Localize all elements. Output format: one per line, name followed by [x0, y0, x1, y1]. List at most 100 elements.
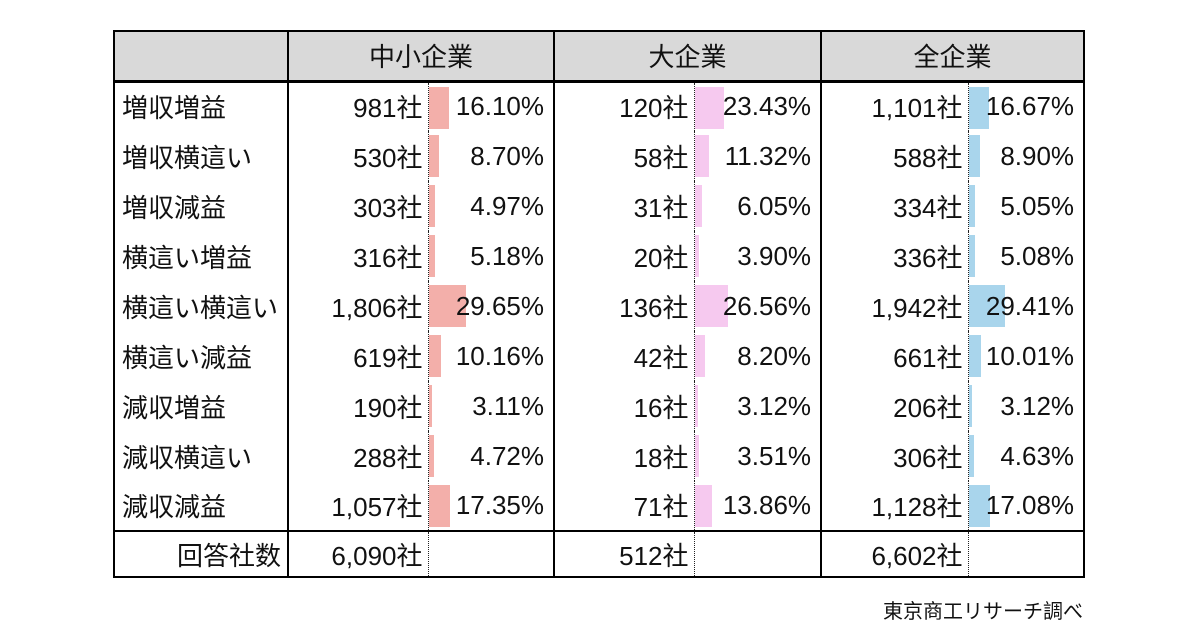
row-label: 減収横這い: [122, 442, 253, 473]
percent-cell: 4.97%: [428, 181, 554, 231]
table-row: 減収増益 190社 3.11% 16社 3.12% 206社 3.12%: [114, 381, 1084, 431]
percent-value: 3.90%: [737, 240, 812, 271]
percent-cell: 16.67%: [968, 81, 1084, 131]
percent-value: 5.05%: [1000, 190, 1075, 221]
row-label: 横這い横這い: [122, 292, 279, 323]
percent-value: 5.18%: [470, 240, 545, 271]
count-cell: 336社: [820, 231, 969, 281]
percent-bar: [428, 185, 435, 227]
percent-cell: 5.18%: [428, 231, 554, 281]
results-table-area: 中小企業 大企業 全企業 増収増益 981社 16.10% 120社 23.43% 1,1…: [113, 30, 1086, 624]
row-label: 減収減益: [122, 492, 227, 522]
count-cell: 303社: [287, 181, 429, 231]
percent-value: 10.16%: [455, 340, 545, 371]
percent-cell: 29.65%: [428, 281, 554, 331]
count-cell: 58社: [553, 131, 695, 181]
count-cell: 18社: [553, 431, 695, 481]
percent-value: 17.35%: [455, 490, 545, 520]
percent-bar: [968, 185, 975, 227]
percent-bar: [968, 86, 990, 129]
table-row: 増収増益 981社 16.10% 120社 23.43% 1,101社 16.67%: [114, 81, 1084, 131]
table-row: 減収横這い 288社 4.72% 18社 3.51% 306社 4.63%: [114, 431, 1084, 481]
percent-bar: [694, 185, 703, 227]
percent-bar: [428, 285, 466, 327]
percent-bar: [968, 435, 975, 477]
total-pct-large-empty: [694, 530, 822, 577]
row-label: 増収横這い: [122, 142, 253, 173]
total-count-all: 6,602社: [820, 530, 969, 577]
table-row: 横這い横這い 1,806社 29.65% 136社 26.56% 1,942社 29.41%: [114, 281, 1084, 331]
percent-value: 3.12%: [737, 390, 812, 421]
table-body: 増収増益 981社 16.10% 120社 23.43% 1,101社 16.67% 増収横這…: [114, 81, 1084, 531]
count-cell: 288社: [287, 431, 429, 481]
table-row: 横這い減益 619社 10.16% 42社 8.20% 661社 10.01%: [114, 331, 1084, 381]
percent-cell: 16.10%: [428, 81, 554, 131]
percent-bar: [694, 385, 699, 427]
count-cell: 71社: [553, 481, 695, 531]
percent-bar: [694, 335, 705, 377]
row-label: 減収増益: [122, 392, 227, 423]
percent-cell: 13.86%: [694, 481, 821, 531]
percent-cell: 3.51%: [694, 431, 821, 481]
count-cell: 1,806社: [287, 281, 429, 331]
percent-value: 3.11%: [472, 390, 545, 421]
col-header-sme: 中小企業: [286, 31, 555, 83]
percent-bar: [694, 435, 699, 477]
total-pct-all-empty: [968, 530, 1085, 577]
percent-cell: 8.70%: [428, 131, 554, 181]
percent-cell: 26.56%: [694, 281, 821, 331]
percent-value: 3.51%: [737, 440, 812, 471]
count-cell: 1,057社: [287, 481, 429, 531]
table-row: 横這い増益 316社 5.18% 20社 3.90% 336社 5.08%: [114, 231, 1084, 281]
row-label: 増収増益: [122, 93, 227, 124]
percent-cell: 4.63%: [968, 431, 1084, 481]
percent-cell: 10.01%: [968, 331, 1084, 381]
percent-bar: [694, 285, 728, 327]
percent-value: 13.86%: [722, 490, 812, 520]
percent-value: 23.43%: [722, 91, 812, 122]
percent-value: 4.97%: [470, 190, 545, 221]
count-cell: 206社: [820, 381, 969, 431]
count-cell: 16社: [553, 381, 695, 431]
total-pct-sme-empty: [428, 530, 555, 577]
percent-cell: 3.12%: [968, 381, 1084, 431]
percent-bar: [968, 285, 1006, 327]
corner-cell: [114, 31, 288, 83]
count-cell: 120社: [553, 81, 695, 131]
percent-bar: [428, 485, 451, 527]
percent-bar: [694, 485, 712, 527]
count-cell: 136社: [553, 281, 695, 331]
count-cell: 588社: [820, 131, 969, 181]
percent-value: 3.12%: [1000, 390, 1075, 421]
total-count-large: 512社: [553, 530, 695, 577]
table-row: 増収減益 303社 4.97% 31社 6.05% 334社 5.05%: [114, 181, 1084, 231]
percent-value: 8.20%: [737, 340, 812, 371]
percent-bar: [428, 385, 433, 427]
percent-bar: [428, 86, 449, 129]
percent-cell: 23.43%: [694, 81, 821, 131]
percent-cell: 3.11%: [428, 381, 554, 431]
count-cell: 42社: [553, 331, 695, 381]
col-header-all: 全企業: [820, 31, 1085, 83]
percent-bar: [968, 485, 990, 527]
percent-value: 6.05%: [737, 190, 812, 221]
table-header-row: 中小企業 大企業 全企業: [114, 31, 1085, 83]
table-row: 減収減益 1,057社 17.35% 71社 13.86% 1,128社 17.08%: [114, 481, 1084, 531]
percent-cell: 6.05%: [694, 181, 821, 231]
results-table: 中小企業 大企業 全企業 増収増益 981社 16.10% 120社 23.43% 1,1…: [113, 30, 1086, 578]
count-cell: 1,128社: [820, 481, 969, 531]
percent-cell: 3.90%: [694, 231, 821, 281]
percent-value: 8.90%: [1000, 140, 1075, 171]
percent-cell: 29.41%: [968, 281, 1084, 331]
percent-bar: [968, 335, 982, 377]
percent-cell: 8.20%: [694, 331, 821, 381]
table-row: 増収横這い 530社 8.70% 58社 11.32% 588社 8.90%: [114, 131, 1084, 181]
percent-cell: 11.32%: [694, 131, 821, 181]
percent-bar: [694, 135, 709, 177]
count-cell: 1,942社: [820, 281, 969, 331]
row-label: 横這い減益: [122, 342, 253, 373]
row-label: 横這い増益: [122, 242, 253, 273]
percent-cell: 17.35%: [428, 481, 554, 531]
percent-bar: [968, 385, 973, 427]
percent-value: 8.70%: [470, 140, 545, 171]
